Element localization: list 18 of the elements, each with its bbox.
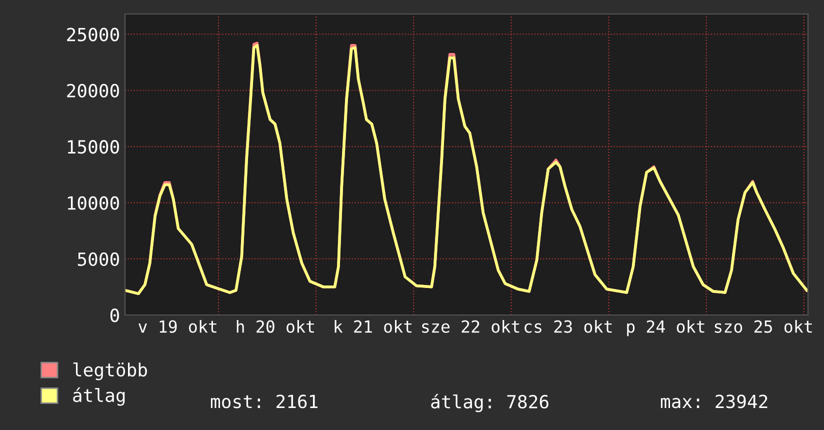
y-tick-label: 0 xyxy=(110,308,119,322)
y-tick-label: 15000 xyxy=(68,140,119,154)
legend-label: legtöbb xyxy=(73,362,147,380)
x-tick-label: v 19 okt xyxy=(138,320,216,333)
text: most: 2161 xyxy=(210,394,318,408)
text: max: 23942 xyxy=(660,394,768,408)
x-tick-label: szo 25 okt xyxy=(714,320,812,333)
y-tick-label: 25000 xyxy=(67,28,119,42)
text: átlag: 7826 xyxy=(431,394,548,412)
x-tick-label: cs 23 okt xyxy=(524,320,612,333)
x-tick-label: k 21 okt xyxy=(334,320,412,333)
y-tick-label: 5000 xyxy=(78,252,119,266)
legend-label: átlag xyxy=(73,387,125,406)
x-tick-label: h 20 okt xyxy=(236,320,314,333)
y-tick-label: 10000 xyxy=(68,196,119,210)
x-tick-label: p 24 okt xyxy=(627,320,704,336)
x-tick-label: sze 22 okt xyxy=(422,320,520,333)
y-tick-label: 20000 xyxy=(67,84,119,98)
